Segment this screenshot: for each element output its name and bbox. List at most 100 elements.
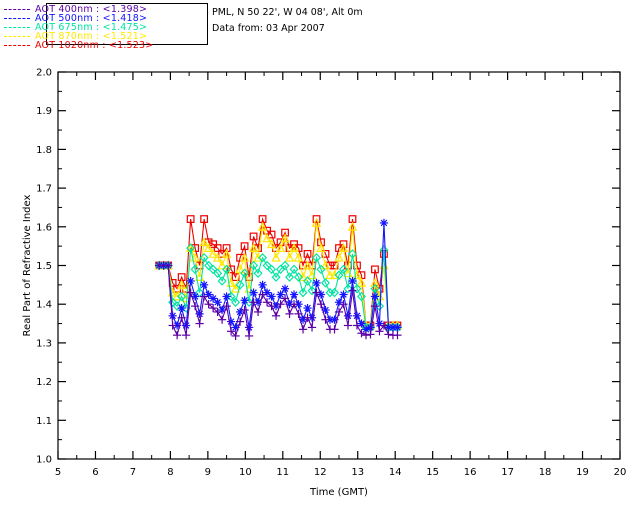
data-marker <box>267 292 276 301</box>
data-marker <box>172 301 182 311</box>
data-marker <box>222 292 231 301</box>
legend-label-675nm: AOT 675nm : <1.475> <box>35 22 148 33</box>
x-tick-label: 17 <box>501 467 514 478</box>
data-marker <box>347 249 358 259</box>
data-marker <box>294 272 304 282</box>
data-marker <box>240 296 249 305</box>
data-marker <box>212 252 223 262</box>
legend-entry-675nm: AOT 675nm : <1.475> <box>4 23 147 33</box>
data-marker <box>200 215 209 223</box>
data-marker <box>195 319 204 328</box>
data-marker <box>379 245 389 255</box>
legend-entry-870nm: AOT 870nm : <1.521> <box>4 32 147 42</box>
data-marker <box>177 291 187 302</box>
y-tick-label: 1.6 <box>36 222 52 233</box>
data-marker <box>218 315 227 324</box>
x-tick-label: 16 <box>464 467 477 478</box>
data-marker <box>366 330 375 339</box>
data-marker <box>280 284 290 293</box>
data-marker <box>384 330 393 339</box>
x-tick-label: 18 <box>539 467 552 478</box>
data-marker <box>240 268 250 279</box>
data-marker <box>311 252 322 263</box>
data-marker <box>298 287 308 298</box>
data-marker <box>374 301 384 311</box>
data-marker <box>379 321 389 330</box>
data-marker <box>320 260 331 270</box>
data-marker <box>253 268 263 279</box>
data-marker <box>312 215 321 223</box>
data-marker <box>370 277 380 287</box>
y-tick-label: 1.5 <box>36 261 52 272</box>
data-marker <box>303 303 312 313</box>
data-marker <box>289 290 299 299</box>
data-marker <box>329 287 340 298</box>
data-marker <box>267 264 277 275</box>
data-marker <box>236 253 244 262</box>
data-marker <box>173 331 182 340</box>
data-marker <box>208 248 218 258</box>
legend-line-sample-675nm <box>4 26 30 28</box>
data-marker <box>325 269 335 280</box>
data-marker <box>303 249 312 258</box>
data-marker <box>253 307 263 317</box>
data-marker <box>258 290 267 299</box>
data-marker <box>334 298 344 307</box>
data-marker <box>357 329 366 338</box>
data-marker <box>231 273 240 282</box>
data-marker <box>244 323 254 332</box>
data-marker <box>186 243 196 253</box>
data-marker <box>326 261 334 270</box>
data-marker <box>393 331 402 340</box>
data-marker <box>267 230 276 239</box>
data-marker <box>316 242 326 252</box>
x-tick-label: 7 <box>130 467 136 478</box>
y-tick-label: 1.3 <box>36 338 52 349</box>
data-marker <box>195 287 205 298</box>
data-marker <box>316 300 326 309</box>
data-marker <box>249 288 258 297</box>
data-marker <box>348 286 357 295</box>
legend-label-400nm: AOT 400nm : <1.398> <box>35 4 148 15</box>
data-marker <box>186 276 195 286</box>
x-tick-label: 19 <box>576 467 589 478</box>
data-marker <box>294 309 303 318</box>
data-marker <box>375 319 384 328</box>
data-marker <box>312 278 321 288</box>
data-marker <box>298 325 308 334</box>
x-tick-label: 20 <box>614 467 627 478</box>
data-marker <box>200 292 209 301</box>
data-marker <box>249 298 258 307</box>
data-marker <box>213 298 222 307</box>
data-marker <box>347 221 358 231</box>
data-marker <box>321 315 330 324</box>
data-marker <box>182 331 191 340</box>
data-marker <box>330 325 339 334</box>
data-marker <box>204 238 213 247</box>
data-marker <box>217 260 227 270</box>
legend-line-sample-870nm <box>4 35 30 37</box>
data-marker <box>221 248 232 258</box>
legend-label-500nm: AOT 500nm : <1.418> <box>35 13 148 24</box>
data-marker <box>231 331 240 341</box>
data-marker <box>203 242 214 252</box>
data-marker <box>258 252 268 263</box>
data-marker <box>235 264 245 274</box>
data-marker <box>379 218 389 228</box>
y-tick-label: 1.7 <box>36 184 52 195</box>
data-marker <box>334 270 344 280</box>
data-marker <box>168 321 177 330</box>
data-marker <box>235 280 245 290</box>
data-marker <box>240 242 249 251</box>
data-marker <box>280 260 290 271</box>
data-marker <box>284 252 295 262</box>
data-marker <box>334 307 344 317</box>
x-tick-label: 8 <box>167 467 173 478</box>
data-marker <box>191 244 200 252</box>
data-marker <box>370 302 380 311</box>
data-marker <box>262 233 272 243</box>
series-aot-870nm <box>154 217 403 330</box>
data-marker <box>303 276 313 286</box>
data-marker <box>276 290 285 299</box>
